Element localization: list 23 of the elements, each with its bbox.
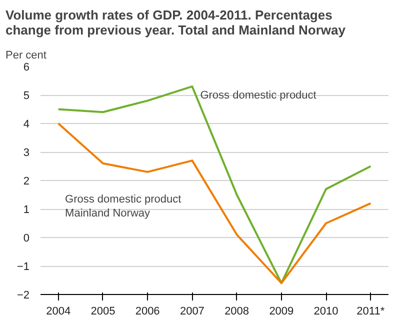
x-tick-label: 2005 [90,306,116,318]
line-series [57,85,372,284]
annotation: Gross domestic product Mainland Norway [65,193,182,220]
y-tick-label: 2 [23,176,30,188]
y-tick-label: 5 [23,90,30,102]
y-tick-label: 4 [23,118,30,130]
chart-title: Volume growth rates of GDP. 2004-2011. Percentages change from previous year. Total and Mainland Norway [6,8,346,38]
annotation: Gross domestic product [200,89,316,102]
x-tick-label: 2007 [180,306,204,318]
x-tick-label: 2010 [314,306,338,318]
y-tick-label: −1 [16,261,30,273]
y-tick-label: 3 [23,147,30,159]
y-tick-label: 6 [23,62,30,74]
y-tick-label: 0 [23,232,30,244]
y-tick-label: −2 [16,290,30,302]
x-tick-label: 2004 [46,306,71,318]
y-tick-label: 1 [23,204,30,216]
y-axis-title: Per cent [6,50,46,62]
x-tick-label: 2008 [224,306,250,318]
x-tick-label: 2011* [356,306,386,318]
x-tick-label: 2006 [135,306,160,318]
x-tick-label: 2009 [269,306,294,318]
line-series [57,122,372,284]
